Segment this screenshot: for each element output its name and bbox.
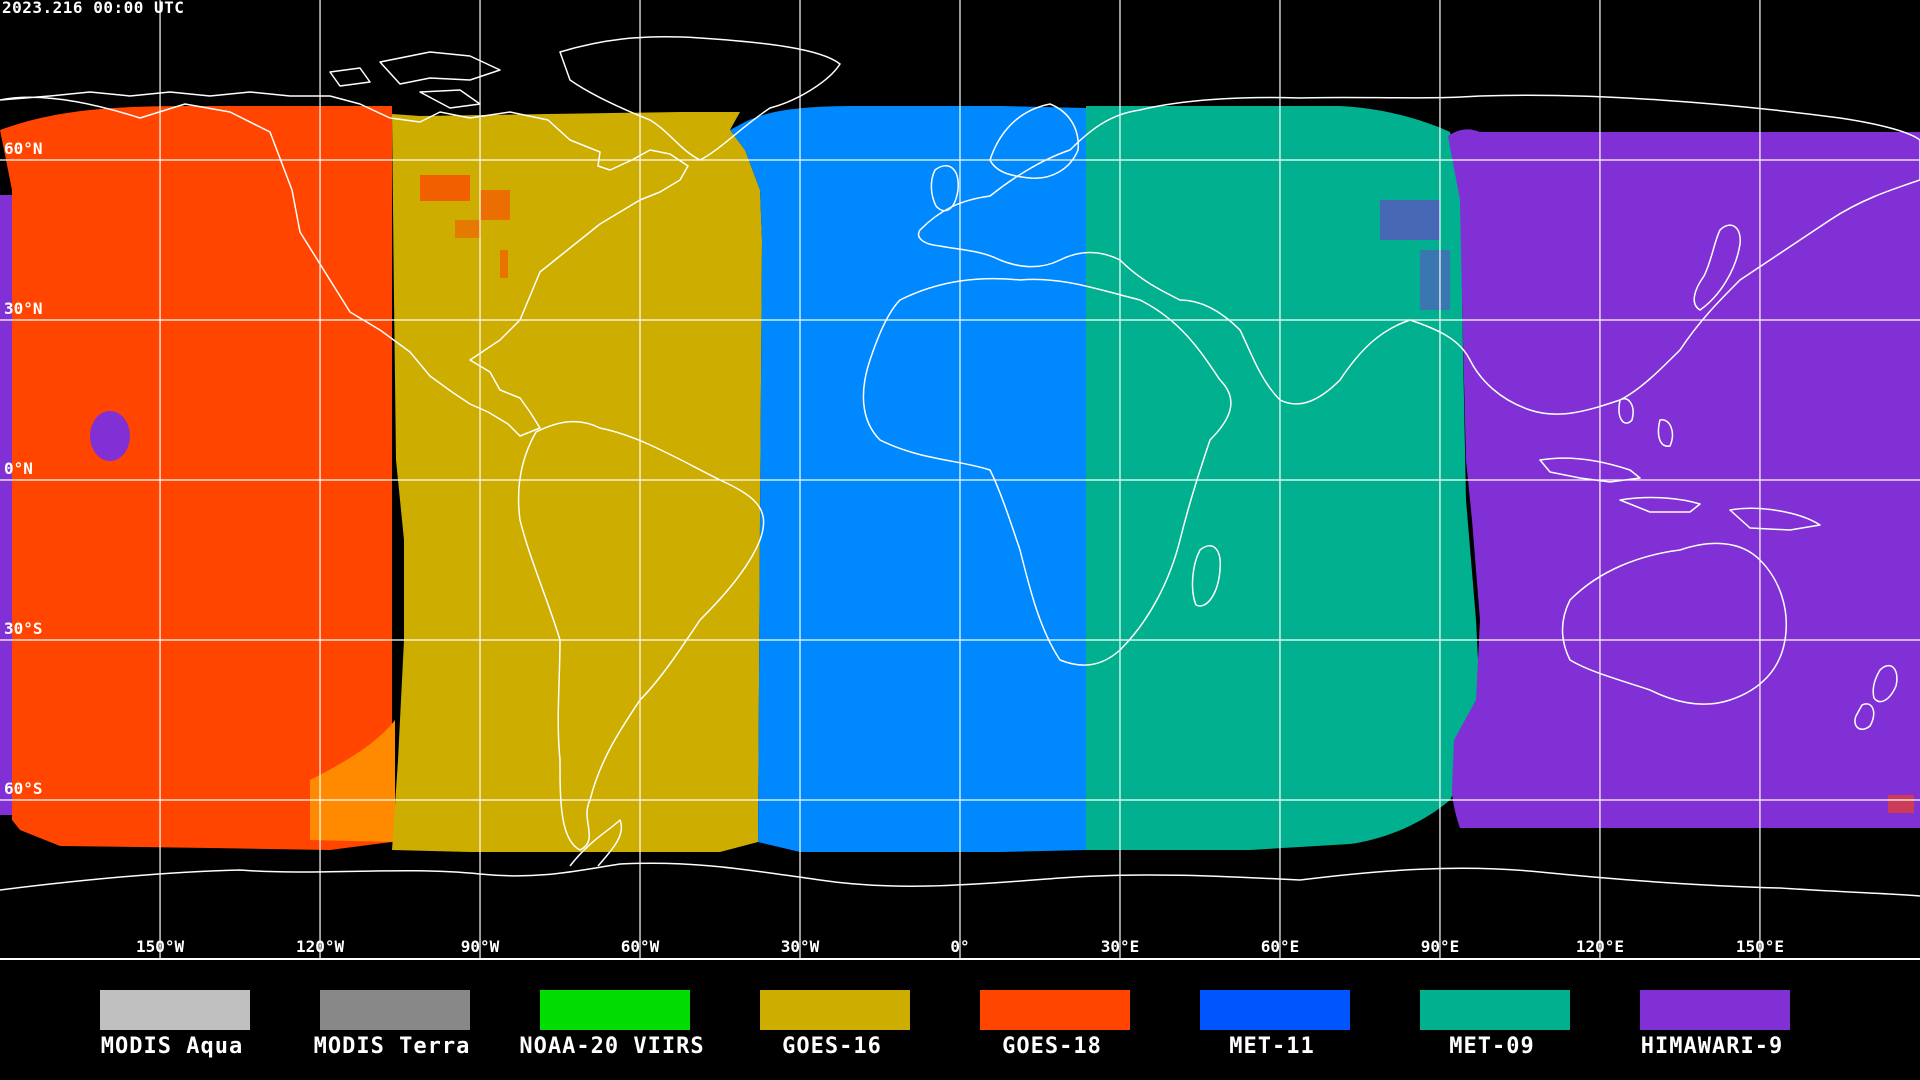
coastline-arctic-islands	[329, 51, 501, 109]
met-09-coverage	[1086, 106, 1480, 850]
legend-swatch	[760, 990, 910, 1030]
timestamp-label: 2023.216 00:00 UTC	[2, 0, 185, 17]
longitude-label: 30°E	[1101, 937, 1140, 956]
legend-item: GOES-16	[712, 990, 932, 1070]
legend-swatch	[320, 990, 470, 1030]
legend-swatch	[1420, 990, 1570, 1030]
coastline-new-zealand	[1854, 665, 1898, 730]
legend-swatch	[980, 990, 1130, 1030]
legend-label: MET-09	[1449, 1034, 1535, 1059]
latitude-label: 30°S	[4, 619, 43, 638]
legend-label: MODIS Aqua	[100, 1034, 244, 1059]
legend-label: HIMAWARI-9	[1640, 1034, 1784, 1059]
coastline-south-america	[517, 420, 765, 851]
latitude-label: 60°N	[4, 139, 43, 158]
coastline-australia	[1561, 542, 1787, 705]
coastline-antarctic-peninsula	[569, 819, 623, 867]
coastline-antarctica	[0, 862, 1920, 897]
longitude-label: 90°E	[1421, 937, 1460, 956]
legend-item: MET-11	[1152, 990, 1372, 1070]
legend-swatch	[540, 990, 690, 1030]
latitude-labels: 60°N 30°N 0°N 30°S 60°S	[4, 139, 43, 798]
legend-label: NOAA-20 VIIRS	[519, 1034, 705, 1059]
latitude-label: 30°N	[4, 299, 43, 318]
coastline-maritime-se-asia	[1539, 398, 1821, 531]
goes-18-coverage	[0, 106, 392, 850]
legend-label: GOES-18	[1002, 1034, 1102, 1059]
longitude-label: 120°W	[296, 937, 345, 956]
latitude-label: 60°S	[4, 779, 43, 798]
world-map: 60°N 30°N 0°N 30°S 60°S 150°W 120°W 90°W 60°W 30…	[0, 0, 1920, 960]
coastline-madagascar	[1191, 545, 1221, 607]
himawari-9-coverage-east	[1448, 129, 1920, 829]
coastline-north-america	[0, 91, 689, 437]
met-11-coverage	[730, 106, 1086, 852]
coverage-speckles-purple	[1380, 200, 1450, 310]
legend-swatch	[1200, 990, 1350, 1030]
longitude-label: 0°	[950, 937, 969, 956]
longitude-label: 60°W	[621, 937, 660, 956]
coastline-greenland	[559, 36, 841, 161]
map-bottom-border	[0, 958, 1920, 960]
hawaii-coverage-blob	[90, 411, 130, 461]
longitude-label: 30°W	[781, 937, 820, 956]
coastline-british-isles	[930, 165, 959, 212]
legend-item: HIMAWARI-9	[1592, 990, 1812, 1070]
longitude-label: 120°E	[1576, 937, 1624, 956]
graticule-grid	[0, 0, 1920, 958]
coastline-eurasia	[917, 94, 1920, 415]
coverage-regions	[0, 106, 1920, 852]
legend-swatch	[100, 990, 250, 1030]
coastline-scandinavia	[989, 103, 1079, 179]
legend-item: GOES-18	[932, 990, 1152, 1070]
longitude-labels: 150°W 120°W 90°W 60°W 30°W 0° 30°E 60°E 90°E 120°…	[136, 937, 1784, 956]
goes-18-coverage-fringe	[310, 720, 395, 842]
coastline-japan	[1693, 224, 1741, 311]
legend-label: MODIS Terra	[313, 1034, 471, 1059]
latitude-label: 0°N	[4, 459, 33, 478]
legend: MODIS Aqua MODIS Terra NOAA-20 VIIRS GOES-1…	[0, 960, 1920, 1080]
legend-swatch	[1640, 990, 1790, 1030]
legend-item: MET-09	[1372, 990, 1592, 1070]
longitude-label: 150°E	[1736, 937, 1784, 956]
goes-16-coverage	[392, 112, 762, 852]
legend-item: MODIS Terra	[272, 990, 492, 1070]
legend-item: NOAA-20 VIIRS	[492, 990, 712, 1070]
coastlines	[0, 36, 1920, 897]
coastline-africa	[862, 277, 1232, 666]
legend-item: MODIS Aqua	[52, 990, 272, 1070]
longitude-label: 60°E	[1261, 937, 1300, 956]
longitude-label: 150°W	[136, 937, 185, 956]
legend-label: MET-11	[1229, 1034, 1315, 1059]
legend-label: GOES-16	[782, 1034, 882, 1059]
longitude-label: 90°W	[461, 937, 500, 956]
